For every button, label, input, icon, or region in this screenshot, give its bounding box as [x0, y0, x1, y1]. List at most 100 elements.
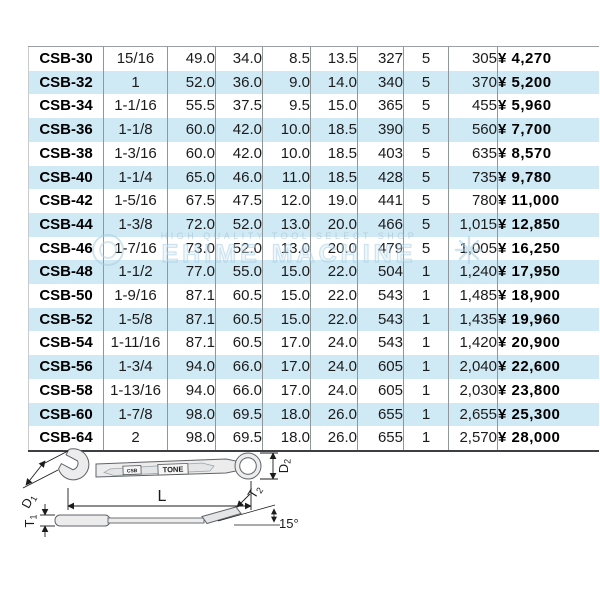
cell-size-inch: 1-9/16: [103, 284, 168, 308]
cell-t1: 13.0: [262, 212, 311, 237]
cell-model: CSB-30: [28, 46, 104, 71]
cell-t2: 15.0: [310, 94, 358, 119]
cell-size-inch: 1-1/4: [103, 165, 168, 190]
cell-t1: 8.5: [262, 46, 311, 71]
cell-d2: 42.0: [215, 118, 263, 142]
cell-d1: 60.0: [167, 118, 216, 142]
dim-t1: [40, 504, 55, 537]
cell-weight: 1,015: [448, 212, 498, 237]
table-row: CSB-58 1-13/16 94.0 66.0 17.0 24.0 605 1…: [28, 378, 599, 403]
cell-weight: 2,655: [448, 402, 498, 427]
cell-d2: 42.0: [215, 141, 263, 166]
cell-length: 605: [357, 378, 404, 403]
cell-pack-qty: 5: [403, 236, 449, 261]
cell-d2: 46.0: [215, 165, 263, 190]
cell-d2: 69.5: [215, 402, 263, 427]
cell-pack-qty: 5: [403, 141, 449, 166]
table-row: CSB-32 1 52.0 36.0 9.0 14.0 340 5 370 ¥ …: [28, 70, 599, 95]
cell-size-inch: 1: [103, 70, 168, 95]
cell-t2: 13.5: [310, 46, 358, 71]
cell-price: ¥ 18,900: [498, 287, 561, 305]
cell-d1: 98.0: [167, 402, 216, 427]
cell-price: ¥ 4,270: [498, 50, 552, 67]
cell-model: CSB-34: [28, 94, 104, 119]
cell-size-inch: 15/16: [103, 46, 168, 71]
t2-label: T2: [244, 482, 265, 502]
cell-d1: 94.0: [167, 355, 216, 379]
table-row: CSB-56 1-3/4 94.0 66.0 17.0 24.0 605 1 2…: [28, 355, 599, 379]
cell-weight: 780: [448, 189, 498, 213]
cell-t1: 11.0: [262, 165, 311, 190]
cell-model: CSB-56: [28, 355, 104, 379]
cell-t2: 18.5: [310, 141, 358, 166]
cell-t2: 19.0: [310, 189, 358, 213]
cell-pack-qty: 5: [403, 46, 449, 71]
cell-model: CSB-40: [28, 165, 104, 190]
table-row: CSB-48 1-1/2 77.0 55.0 15.0 22.0 504 1 1…: [28, 260, 599, 285]
cell-pack-qty: 5: [403, 212, 449, 237]
spec-table-body: CSB-30 15/16 49.0 34.0 8.5 13.5 327 5 30…: [28, 46, 599, 451]
cell-weight: 2,030: [448, 378, 498, 403]
cell-pack-qty: 1: [403, 331, 449, 356]
cell-size-inch: 1-13/16: [103, 378, 168, 403]
cell-t2: 24.0: [310, 378, 358, 403]
d1-label: D1: [22, 491, 39, 511]
cell-d1: 52.0: [167, 70, 216, 95]
dim-t2: [236, 493, 251, 508]
cell-weight: 1,420: [448, 331, 498, 356]
cell-t1: 15.0: [262, 284, 311, 308]
brand-box: [157, 463, 189, 476]
cell-pack-qty: 1: [403, 378, 449, 403]
cell-price: ¥ 12,850: [497, 212, 599, 237]
cell-d1: 87.1: [167, 307, 216, 332]
cell-d1: 87.1: [167, 284, 216, 308]
cell-size-inch: 1-7/8: [103, 402, 168, 427]
cell-pack-qty: 5: [403, 189, 449, 213]
table-row: CSB-54 1-11/16 87.1 60.5 17.0 24.0 543 1…: [28, 331, 599, 356]
cell-pack-qty: 5: [403, 165, 449, 190]
cell-d1: 87.1: [167, 331, 216, 356]
cell-length: 441: [357, 189, 404, 213]
cell-price: ¥ 5,960: [498, 97, 552, 115]
cell-price: ¥ 16,250: [498, 239, 561, 257]
cell-weight: 635: [448, 141, 498, 166]
cell-t1: 10.0: [262, 118, 311, 142]
cell-t2: 22.0: [310, 260, 358, 285]
cell-size-inch: 1-1/2: [103, 260, 168, 285]
cell-length: 504: [357, 260, 404, 285]
cell-weight: 370: [448, 70, 498, 95]
cell-d2: 47.5: [215, 189, 263, 213]
cell-length: 327: [357, 46, 404, 71]
cell-t2: 18.5: [310, 165, 358, 190]
cell-d2: 60.5: [215, 284, 263, 308]
cell-length: 365: [357, 94, 404, 119]
cell-price: ¥ 28,000: [498, 429, 561, 447]
cell-t2: 14.0: [310, 70, 358, 95]
cell-d2: 55.0: [215, 260, 263, 285]
stamp-box: [122, 465, 142, 476]
cell-t2: 20.0: [310, 212, 358, 237]
table-row: CSB-30 15/16 49.0 34.0 8.5 13.5 327 5 30…: [28, 46, 599, 71]
cell-price: ¥ 11,000: [498, 192, 560, 210]
cell-t1: 15.0: [262, 307, 311, 332]
stamp-text: CSB: [127, 468, 138, 474]
cell-pack-qty: 1: [403, 426, 449, 451]
cell-model: CSB-46: [28, 236, 104, 261]
cell-t1: 18.0: [262, 402, 311, 427]
cell-model: CSB-54: [28, 331, 104, 356]
cell-weight: 1,005: [448, 236, 498, 261]
brand-text: TONE: [163, 465, 184, 475]
cell-pack-qty: 1: [403, 402, 449, 427]
cell-price: ¥ 9,780: [497, 165, 599, 190]
cell-t1: 18.0: [262, 426, 311, 451]
cell-pack-qty: 1: [403, 260, 449, 285]
cell-model: CSB-50: [28, 284, 104, 308]
table-row: CSB-40 1-1/4 65.0 46.0 11.0 18.5 428 5 7…: [28, 165, 599, 190]
cell-d2: 52.0: [215, 236, 263, 261]
cell-t2: 26.0: [310, 426, 358, 451]
cell-size-inch: 1-7/16: [103, 236, 168, 261]
table-row: CSB-46 1-7/16 73.0 52.0 13.0 20.0 479 5 …: [28, 236, 599, 261]
cell-d1: 72.0: [167, 212, 216, 237]
spec-table: CSB-30 15/16 49.0 34.0 8.5 13.5 327 5 30…: [28, 46, 599, 452]
